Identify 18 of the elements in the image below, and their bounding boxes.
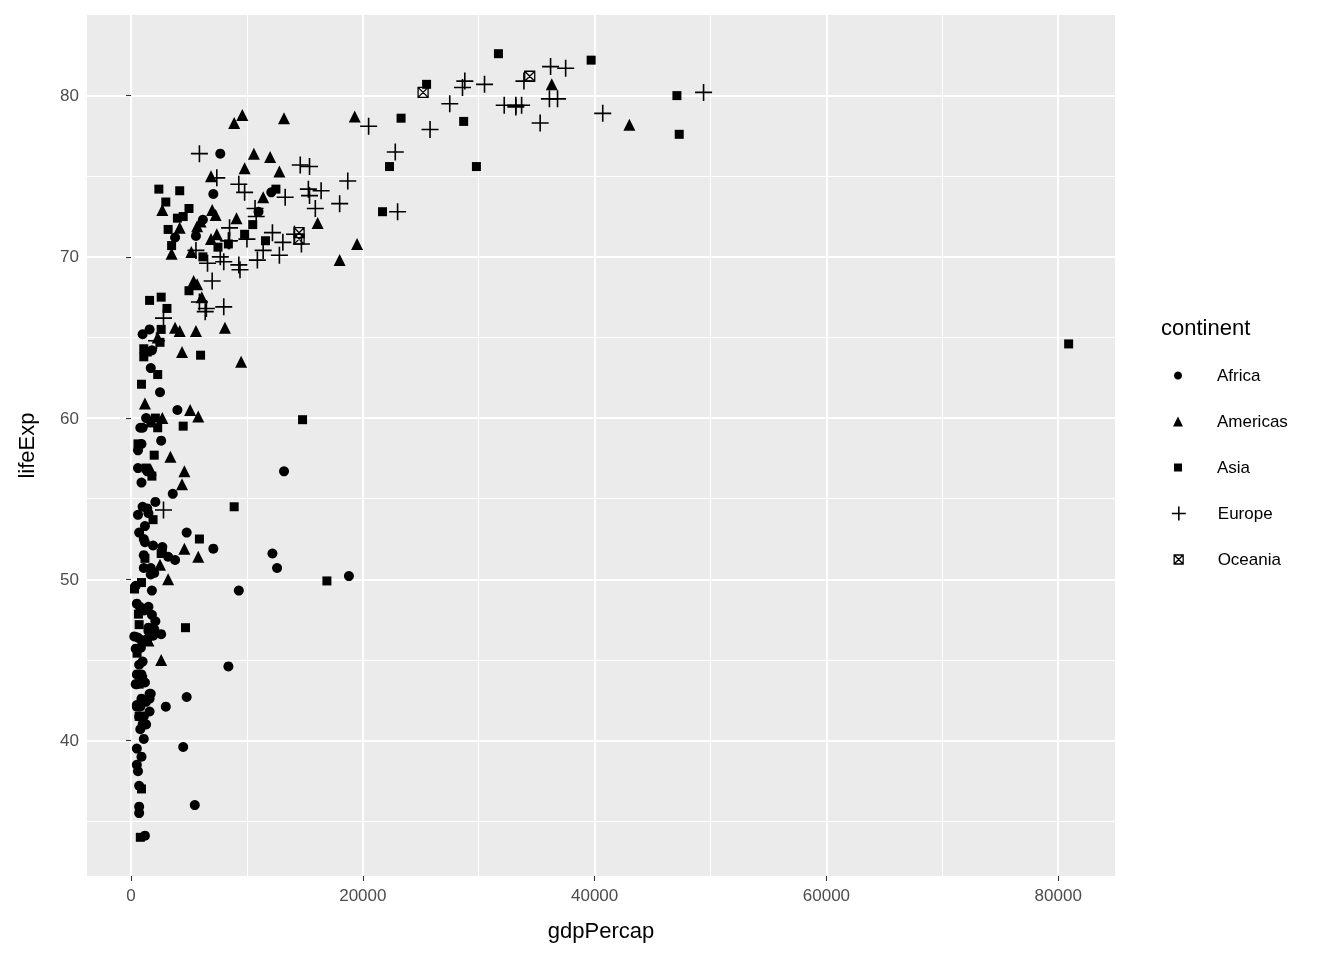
legend-title: continent	[1161, 314, 1251, 340]
legend-label: Americas	[1217, 412, 1288, 431]
y-tick-label: 60	[60, 408, 79, 428]
x-tick-label: 40000	[570, 886, 619, 905]
y-tick-label: 40	[60, 731, 79, 751]
x-tick-label: 60000	[802, 886, 851, 905]
legend-label: Europe	[1217, 504, 1273, 523]
legend-label: Africa	[1217, 366, 1261, 385]
y-axis-title: lifeExp	[13, 412, 39, 479]
y-tick-label: 80	[60, 86, 79, 106]
y-tick-label: 70	[60, 247, 79, 267]
x-axis-title: gdpPercap	[547, 917, 655, 943]
y-tick-label: 50	[60, 569, 79, 589]
x-tick-label: 80000	[1034, 886, 1082, 905]
x-tick-label: 0	[126, 886, 136, 905]
x-tick-label: 20000	[339, 886, 387, 905]
legend-label: Oceania	[1217, 550, 1282, 569]
legend-label: Asia	[1217, 458, 1251, 477]
